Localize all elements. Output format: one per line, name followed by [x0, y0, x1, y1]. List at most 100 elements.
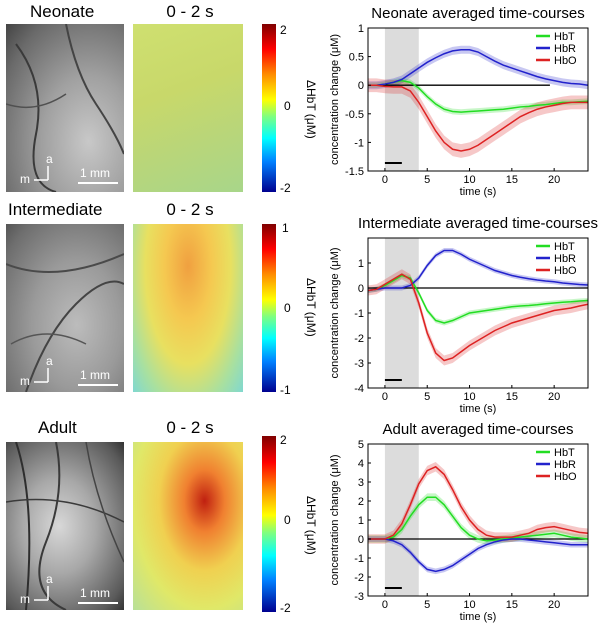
- stimulus-window: [384, 444, 419, 596]
- y-tick-label: 0.5: [349, 52, 364, 64]
- y-tick-label: 0: [358, 283, 364, 295]
- series-line-HbR: [368, 48, 589, 86]
- y-tick-label: -2: [354, 333, 364, 345]
- row-intermediate: Intermediate 0 - 2 s a m 1 mm 1 0 -1 ΔHb…: [0, 198, 600, 408]
- x-tick-label: 10: [463, 174, 475, 186]
- y-tick-label: -1: [354, 137, 364, 149]
- y-tick-label: 1: [358, 515, 364, 527]
- y-tick-label: 4: [358, 458, 364, 470]
- scale-bar-label: 1 mm: [80, 166, 110, 180]
- y-tick-label: -0.5: [345, 109, 364, 121]
- y-tick-label: -3: [354, 358, 364, 370]
- y-tick-label: -1: [354, 308, 364, 320]
- x-tick-label: 0: [382, 174, 388, 186]
- hbt-map: [133, 24, 243, 192]
- row-label: Neonate: [30, 2, 95, 21]
- x-tick-label: 5: [424, 174, 430, 186]
- vessel-overlay: [6, 24, 124, 192]
- x-tick-label: 15: [506, 391, 518, 403]
- axis-m-label: m: [20, 592, 30, 606]
- cortex-photo: a m 1 mm: [6, 224, 124, 392]
- chart-title: Neonate averaged time-courses: [371, 5, 584, 22]
- colorbar-mid: 0: [284, 301, 291, 315]
- legend-label-HbT: HbT: [554, 241, 575, 253]
- x-axis-label: time (s): [460, 403, 497, 415]
- colorbar-max: 2: [280, 433, 287, 447]
- vessel-overlay: [6, 253, 124, 392]
- colorbar-min: -2: [280, 601, 291, 615]
- legend-label-HbT: HbT: [554, 31, 575, 43]
- stimulus-window: [384, 238, 419, 388]
- colorbar-min: -2: [280, 181, 291, 195]
- series-line-HbT: [368, 496, 589, 542]
- colorbar: [262, 224, 276, 392]
- x-tick-label: 15: [506, 599, 518, 611]
- x-tick-label: 20: [548, 599, 560, 611]
- scale-bar: [78, 602, 118, 604]
- legend-label-HbO: HbO: [554, 471, 577, 483]
- x-tick-label: 20: [548, 174, 560, 186]
- row-label: Intermediate: [8, 200, 103, 219]
- colorbar-max: 1: [282, 221, 289, 235]
- x-tick-label: 5: [424, 599, 430, 611]
- chart-title: Intermediate averaged time-courses: [358, 215, 598, 232]
- stimulus-window: [384, 28, 419, 171]
- series-line-HbO: [368, 84, 588, 152]
- cortex-photo: a m 1 mm: [6, 442, 124, 610]
- y-tick-label: -1.5: [345, 166, 364, 178]
- band-HbO: [368, 462, 588, 544]
- colorbar-min: -1: [280, 383, 291, 397]
- series-line-HbO: [368, 465, 589, 540]
- scale-bar: [78, 182, 118, 184]
- row-adult: Adult 0 - 2 s a m 1 mm 2 0 -2 ΔHbT (μM): [0, 416, 600, 629]
- colorbar: [262, 436, 276, 612]
- y-tick-label: 1: [358, 23, 364, 35]
- x-tick-label: 0: [382, 599, 388, 611]
- y-tick-label: 0: [358, 80, 364, 92]
- series-line-HbT: [368, 79, 589, 113]
- scale-bar: [78, 384, 118, 386]
- y-axis-label: concentration change (μM): [329, 34, 341, 165]
- axis-m-label: m: [20, 374, 30, 388]
- y-tick-label: 1: [358, 258, 364, 270]
- map-title: 0 - 2 s: [166, 2, 214, 21]
- y-axis-label: concentration change (μM): [329, 247, 341, 378]
- y-tick-label: -3: [354, 591, 364, 603]
- x-axis-label: time (s): [460, 186, 497, 198]
- orientation-arrows: [34, 586, 49, 601]
- legend-label-HbR: HbR: [554, 43, 576, 55]
- x-tick-label: 20: [548, 391, 560, 403]
- x-tick-label: 10: [463, 391, 475, 403]
- colorbar-mid: 0: [284, 513, 291, 527]
- y-tick-label: -2: [354, 572, 364, 584]
- vessel-overlay: [6, 442, 124, 610]
- x-axis-label: time (s): [460, 611, 497, 623]
- colorbar-max: 2: [280, 23, 287, 37]
- legend-label-HbR: HbR: [554, 253, 576, 265]
- x-tick-label: 5: [424, 391, 430, 403]
- band-HbO: [368, 269, 588, 366]
- legend-label-HbO: HbO: [554, 265, 577, 277]
- colorbar-mid: 0: [284, 99, 291, 113]
- legend-label-HbT: HbT: [554, 447, 575, 459]
- axis-a-label: a: [46, 354, 53, 368]
- scale-bar-label: 1 mm: [80, 586, 110, 600]
- series-line-HbR: [368, 538, 588, 573]
- x-tick-label: 15: [506, 174, 518, 186]
- band-HbR: [368, 45, 588, 90]
- colorbar-unit: ΔHbT (μM): [304, 496, 318, 555]
- band-HbR: [368, 248, 588, 293]
- axis-m-label: m: [20, 172, 30, 186]
- y-tick-label: -1: [354, 553, 364, 565]
- y-tick-label: -4: [354, 383, 364, 395]
- colorbar: [262, 24, 276, 192]
- plot-frame: [367, 27, 589, 172]
- row-neonate: Neonate 0 - 2 s a m 1 mm 2 0 -2 ΔHbT (μM…: [0, 0, 600, 200]
- y-tick-label: 3: [358, 477, 364, 489]
- colorbar-unit: ΔHbT (μM): [304, 80, 318, 139]
- row-label: Adult: [38, 418, 77, 437]
- legend-label-HbR: HbR: [554, 459, 576, 471]
- scale-bar-label: 1 mm: [80, 368, 110, 382]
